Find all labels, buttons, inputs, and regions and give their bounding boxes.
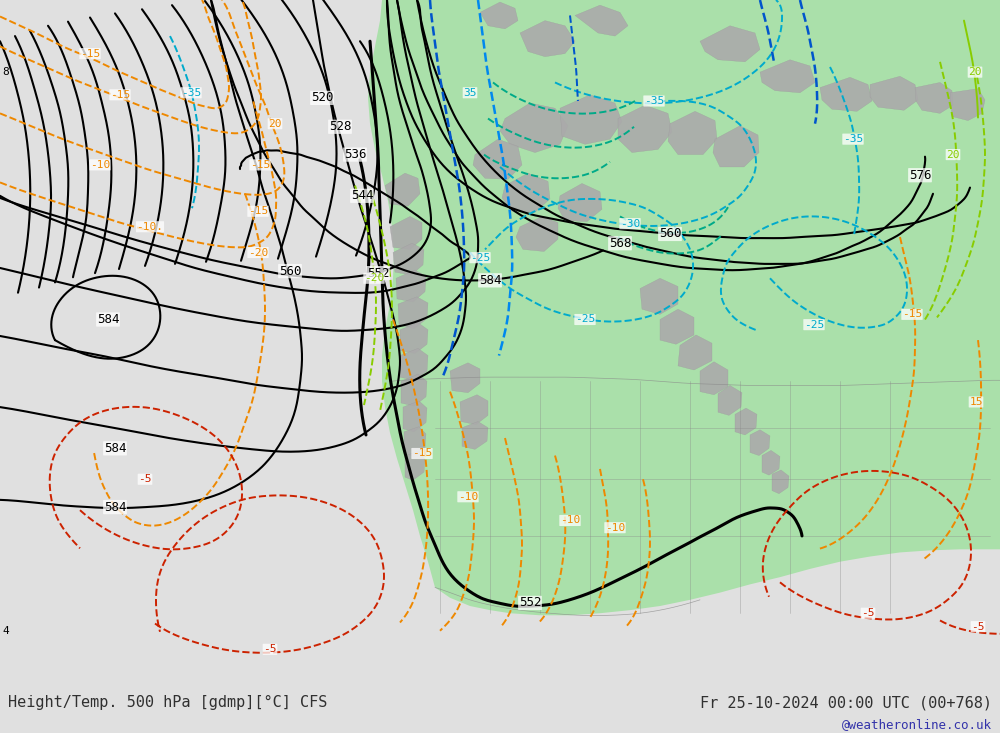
Text: -15: -15 [110,90,130,100]
Polygon shape [575,5,628,36]
Polygon shape [950,89,985,121]
Polygon shape [762,450,780,475]
Text: -20: -20 [248,248,268,257]
Polygon shape [401,374,427,406]
Polygon shape [660,309,694,345]
Polygon shape [460,395,488,424]
Text: -10: -10 [605,523,625,533]
Text: -35: -35 [843,134,863,144]
Polygon shape [618,105,672,152]
Text: 568: 568 [609,237,631,250]
Polygon shape [915,82,953,114]
Text: 560: 560 [659,227,681,240]
Text: 584: 584 [479,274,501,287]
Text: 520: 520 [311,92,333,104]
Text: 584: 584 [104,442,126,455]
Text: -10: -10 [560,515,580,526]
Text: 560: 560 [279,265,301,278]
Polygon shape [820,77,872,111]
Polygon shape [520,21,575,56]
Polygon shape [400,348,428,380]
Text: 552: 552 [367,267,389,279]
Text: -25: -25 [470,253,490,262]
Polygon shape [450,363,480,393]
Text: 20: 20 [968,67,982,77]
Polygon shape [750,430,770,455]
Text: -35: -35 [644,96,664,106]
Text: -15: -15 [250,160,270,170]
Polygon shape [668,111,717,155]
Text: -5: -5 [971,622,985,632]
Polygon shape [718,386,742,416]
Text: Fr 25-10-2024 00:00 UTC (00+768): Fr 25-10-2024 00:00 UTC (00+768) [700,695,992,710]
Polygon shape [735,408,757,435]
Polygon shape [502,173,550,213]
Polygon shape [404,427,426,457]
Text: 576: 576 [909,169,931,182]
Polygon shape [396,270,426,302]
Polygon shape [678,335,712,370]
Polygon shape [368,0,1000,615]
Text: 15: 15 [969,397,983,407]
Polygon shape [400,323,428,353]
Polygon shape [516,216,558,251]
Polygon shape [760,60,815,93]
Polygon shape [398,297,428,329]
Text: 584: 584 [97,313,119,326]
Text: -35: -35 [181,88,201,97]
Polygon shape [403,401,427,432]
Polygon shape [713,126,759,167]
Polygon shape [870,76,918,110]
Polygon shape [500,103,568,152]
Polygon shape [390,216,422,249]
Text: Height/Temp. 500 hPa [gdmp][°C] CFS: Height/Temp. 500 hPa [gdmp][°C] CFS [8,695,327,710]
Text: -5: -5 [138,474,152,485]
Polygon shape [558,183,602,221]
Text: -15: -15 [248,206,268,216]
Polygon shape [462,421,488,449]
Text: 35: 35 [463,88,477,97]
Text: @weatheronline.co.uk: @weatheronline.co.uk [842,718,992,732]
Text: 4: 4 [2,626,9,636]
Polygon shape [700,362,728,395]
Text: -5: -5 [263,644,277,655]
Text: -15: -15 [902,309,922,320]
Text: 552: 552 [519,597,541,609]
Text: -25: -25 [575,314,595,325]
Text: -15: -15 [412,449,432,458]
Text: 536: 536 [344,148,366,161]
Text: -10.: -10. [136,222,164,232]
Text: -30: -30 [620,218,640,229]
Text: 8: 8 [2,67,9,77]
Text: 20: 20 [268,119,282,129]
Polygon shape [405,452,425,480]
Text: -10: -10 [458,492,478,502]
Polygon shape [772,470,789,494]
Text: -5: -5 [861,608,875,618]
Text: -20: -20 [364,273,384,283]
Polygon shape [700,26,760,62]
Text: -10: -10 [90,160,110,170]
Polygon shape [640,279,678,314]
Polygon shape [385,173,420,206]
Polygon shape [393,243,424,275]
Text: 20: 20 [946,150,960,160]
Text: 544: 544 [351,189,373,202]
Polygon shape [473,139,522,180]
Polygon shape [560,95,622,144]
Text: -25: -25 [804,320,824,330]
Text: -15: -15 [80,48,100,59]
Polygon shape [480,2,518,29]
Polygon shape [500,0,1000,88]
Text: 584: 584 [104,501,126,514]
Text: 528: 528 [329,120,351,133]
